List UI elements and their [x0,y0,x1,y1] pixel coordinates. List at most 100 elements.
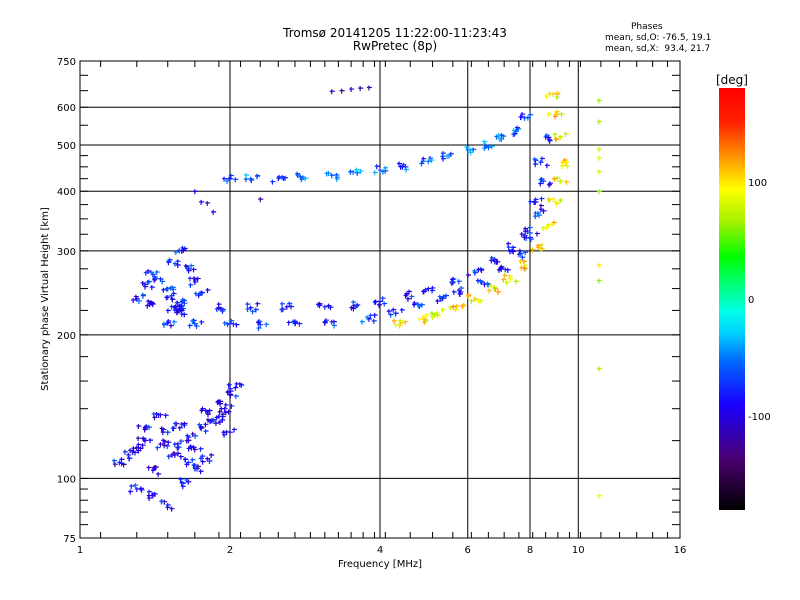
data-point [322,320,328,326]
data-point [552,176,558,182]
data-point [223,402,229,408]
data-point [596,147,602,153]
series-f2-o-mode-trace-upper- [222,112,534,185]
data-point [134,445,140,451]
data-point [432,312,438,318]
data-point [136,442,142,448]
data-point [225,390,231,396]
data-point [229,403,235,409]
data-point [366,85,372,91]
data-point [533,211,539,217]
data-point [127,456,133,462]
data-point [539,246,545,252]
data-point [460,304,466,310]
data-point [365,315,371,321]
data-point [506,245,512,251]
legend-o-mode-stats: mean, sd,O: -76.5, 19.1 [605,33,712,43]
data-point [156,472,162,478]
data-point [138,446,144,452]
data-point [398,318,404,324]
data-point [448,151,454,157]
data-point [409,294,415,300]
data-point [451,304,457,310]
data-point [160,430,166,436]
data-point [173,250,179,256]
data-point [555,112,561,118]
data-point [198,469,204,475]
data-point [133,294,139,300]
data-point [199,319,205,325]
data-point [397,161,403,167]
data-point [129,484,135,490]
data-point [229,318,235,324]
data-point [172,261,178,267]
series-low-frequency-spread [112,381,245,512]
series-upper-isolated [192,85,372,215]
data-point [173,421,179,427]
data-point [172,319,178,325]
data-point [169,506,175,512]
series-x-mode-trace [391,90,571,329]
colorbar-tick-labels: 100 0 -100 [748,178,771,423]
data-point [544,163,550,169]
y-tick-label: 750 [57,57,76,68]
data-point [253,307,259,313]
data-point [167,257,173,263]
data-point [171,451,177,457]
data-point [334,175,340,181]
data-point [264,322,270,328]
data-point [112,458,118,464]
data-point [530,247,536,253]
data-point [445,153,451,159]
data-point [487,288,493,294]
data-point [228,173,234,179]
data-point [453,307,459,313]
data-point [128,448,134,454]
data-point [528,237,534,243]
data-point [200,406,206,412]
data-point [256,326,262,332]
data-point [378,299,383,305]
data-point [514,125,520,131]
data-point [222,320,228,326]
data-point [511,245,517,251]
data-point [457,291,463,297]
data-point [534,231,540,237]
data-point [478,298,484,304]
data-point [258,197,264,203]
data-point [553,137,559,143]
data-point [146,268,152,274]
data-point [596,98,602,104]
data-point [554,201,560,207]
series-low-frequency-cusp [131,245,211,318]
data-point [112,462,118,468]
data-point [162,499,168,505]
data-point [181,247,187,253]
data-point [175,441,181,447]
data-point [520,255,526,261]
data-point [297,321,303,327]
data-point [205,412,211,418]
data-point [162,443,168,449]
legend-heading: Phases [631,22,663,32]
data-point [136,423,142,429]
data-point [522,266,528,272]
data-point [211,417,217,423]
data-point [200,459,206,465]
data-point [140,292,146,298]
data-point [177,248,183,254]
data-point [528,112,534,118]
data-point [192,277,198,283]
data-point [188,444,194,450]
data-point [233,177,239,183]
data-point [186,268,192,274]
data-point [213,421,219,427]
data-point [329,89,335,95]
data-point [393,311,399,317]
data-point [198,446,204,452]
data-point [193,433,199,439]
data-point [197,291,203,297]
data-point [419,161,425,167]
data-point [155,445,161,451]
data-point [151,465,157,471]
